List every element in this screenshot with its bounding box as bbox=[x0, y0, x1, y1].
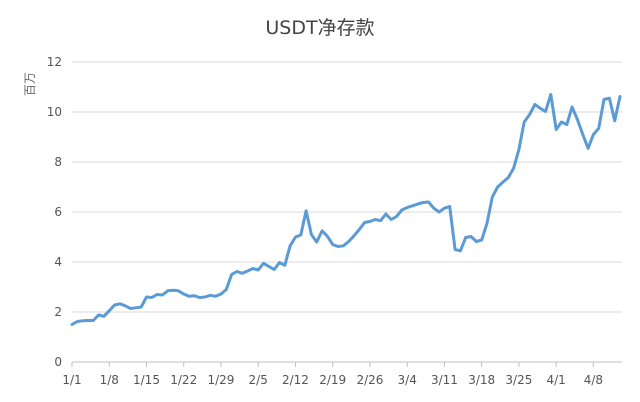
x-tick-label: 3/25 bbox=[505, 373, 532, 387]
x-tick-label: 1/22 bbox=[170, 373, 197, 387]
chart-title: USDT净存款 bbox=[265, 17, 374, 39]
x-tick-label: 1/29 bbox=[207, 373, 234, 387]
y-tick-label: 2 bbox=[54, 305, 62, 319]
x-tick-label: 1/1 bbox=[62, 373, 81, 387]
x-tick-label: 4/8 bbox=[584, 373, 603, 387]
x-tick-label: 3/11 bbox=[431, 373, 458, 387]
x-tick-labels: 1/1 1/8 1/15 1/22 1/29 2/5 2/12 2/19 2/26 3/4 3/11… bbox=[62, 362, 603, 387]
series-layer bbox=[70, 93, 622, 326]
x-tick-label: 4/1 bbox=[546, 373, 565, 387]
y-tick-label: 6 bbox=[54, 205, 62, 219]
y-tick-label: 10 bbox=[47, 105, 62, 119]
y-tick-label: 4 bbox=[54, 255, 62, 269]
gridlines bbox=[72, 61, 622, 363]
x-tick-label: 1/8 bbox=[100, 373, 119, 387]
x-tick-label: 3/4 bbox=[398, 373, 417, 387]
x-tick-label: 2/19 bbox=[319, 373, 346, 387]
x-tick-label: 3/18 bbox=[468, 373, 495, 387]
y-axis-label: 百万 bbox=[23, 72, 37, 96]
y-tick-label: 8 bbox=[54, 155, 62, 169]
y-tick-label: 12 bbox=[47, 55, 62, 69]
x-tick-label: 2/5 bbox=[249, 373, 268, 387]
series-line bbox=[70, 93, 622, 326]
x-tick-label: 1/15 bbox=[133, 373, 160, 387]
x-tick-label: 2/26 bbox=[356, 373, 383, 387]
y-tick-labels: 0 2 4 6 8 10 12 bbox=[47, 55, 62, 369]
y-tick-label: 0 bbox=[54, 355, 62, 369]
x-tick-label: 2/12 bbox=[282, 373, 309, 387]
